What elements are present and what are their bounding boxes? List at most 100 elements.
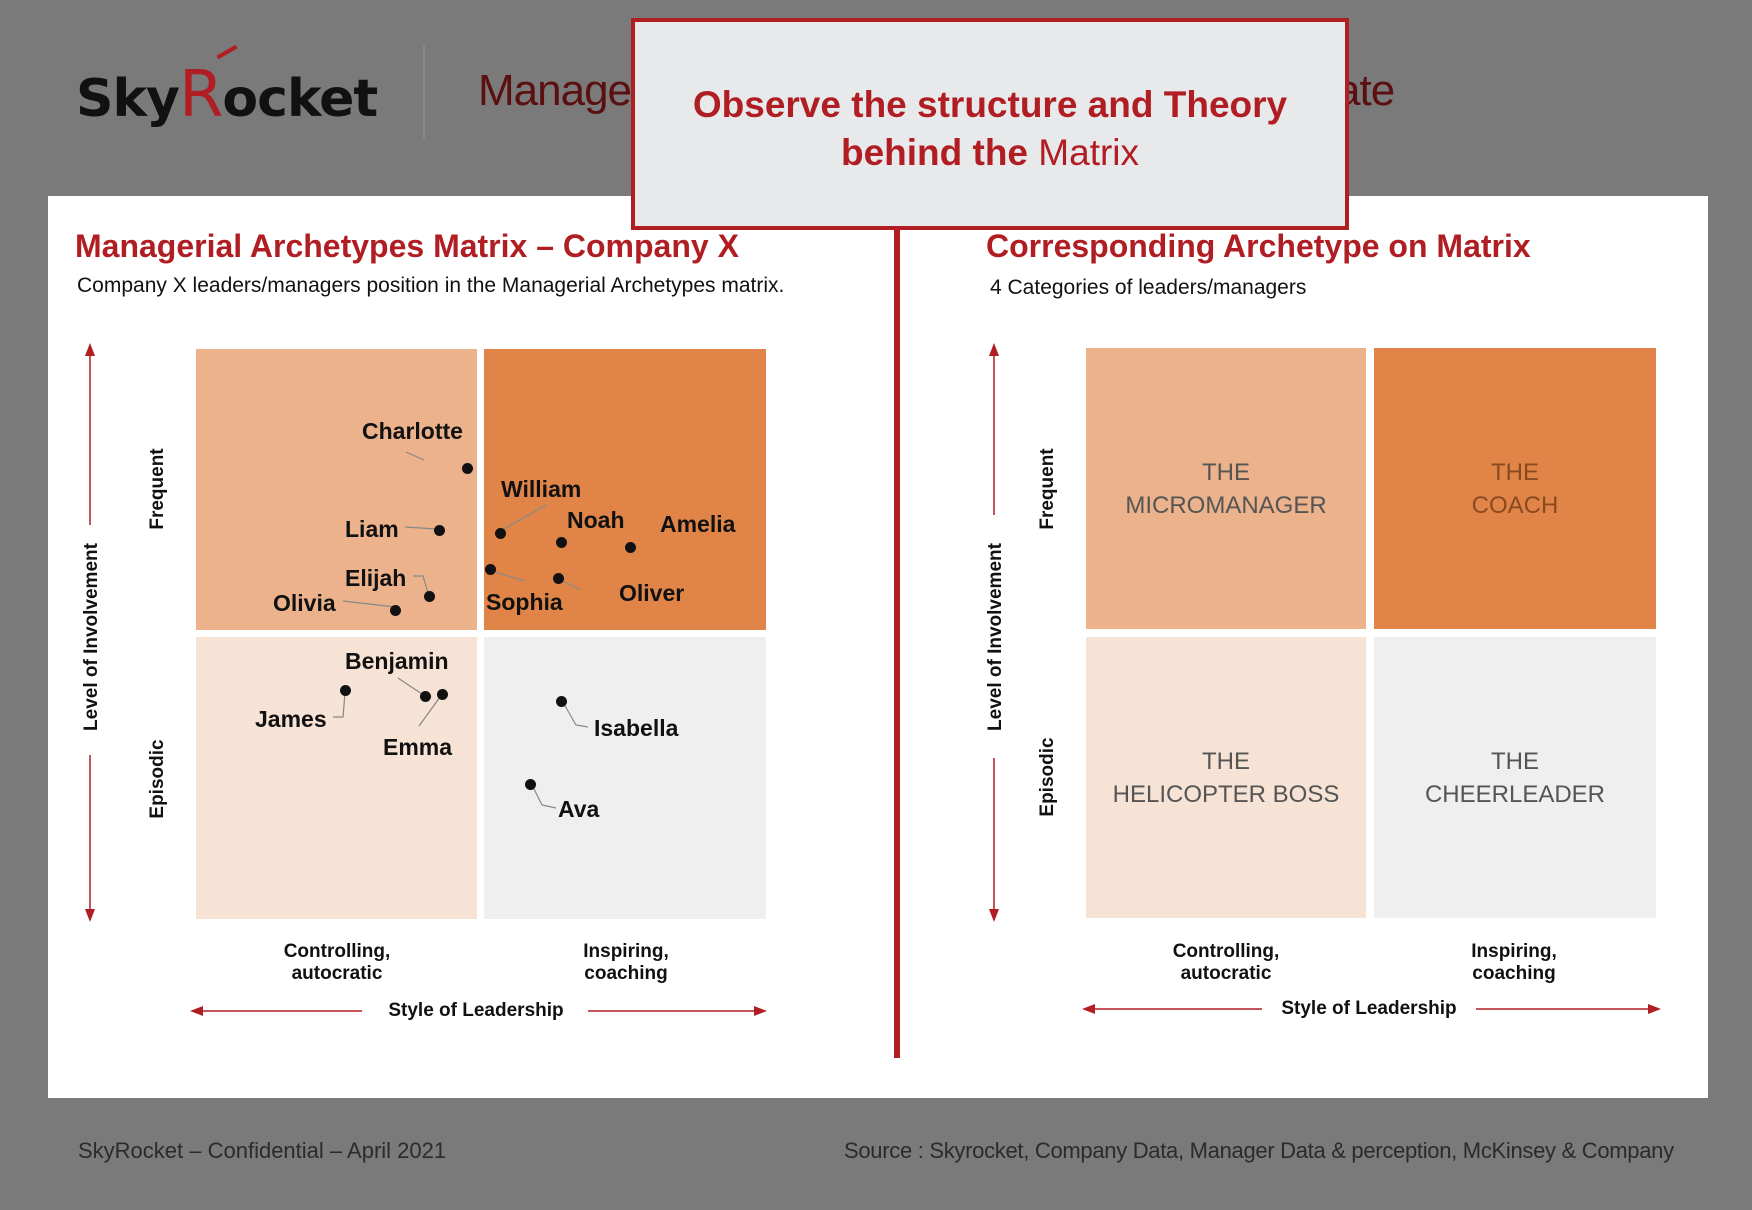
connector-emma: [418, 696, 441, 727]
right-quadrant-top-right: THE COACH: [1374, 348, 1656, 629]
person-label-emma: Emma: [383, 734, 453, 760]
left-x-arrow-right: [754, 1006, 767, 1016]
left-quadrant-top-right: [484, 349, 766, 630]
person-dot-emma: [437, 689, 448, 700]
logo-text: SkyRocket: [76, 58, 378, 132]
person-label-amelia: Amelia: [660, 511, 736, 537]
callout-line2-normal: Matrix: [1038, 132, 1140, 173]
archetype-coach-line2: COACH: [1471, 492, 1559, 519]
callout-line2: behind the Matrix: [635, 132, 1345, 174]
right-quadrant-bottom-left: THE HELICOPTER BOSS: [1086, 637, 1366, 918]
right-y-arrow-up: [989, 343, 999, 356]
person-dot-benjamin: [420, 691, 431, 702]
person-dot-isabella: [556, 696, 567, 707]
person-label-noah: Noah: [567, 507, 625, 533]
header-divider: [423, 46, 425, 138]
right-x-right-label: Inspiring, coaching: [1433, 941, 1595, 985]
connector-oliver: [562, 580, 581, 591]
connector-olivia: [342, 600, 396, 608]
right-y-high-label: Frequent: [1037, 448, 1058, 530]
left-section-title: Managerial Archetypes Matrix – Company X: [75, 228, 739, 264]
person-dot-charlotte: [462, 463, 473, 474]
person-dot-william: [495, 528, 506, 539]
left-x-right-label: Inspiring, coaching: [545, 941, 707, 985]
right-section-subtitle: 4 Categories of leaders/managers: [990, 276, 1307, 299]
connector-william: [501, 504, 547, 531]
left-y-arrow-up: [85, 343, 95, 356]
archetype-micromanager: THE MICROMANAGER: [1086, 456, 1366, 522]
person-label-isabella: Isabella: [594, 715, 679, 741]
connector-liam: [404, 526, 437, 530]
person-dot-james: [340, 685, 351, 696]
right-x-right-line2: coaching: [1472, 963, 1556, 984]
connector-ava: [532, 786, 557, 809]
archetype-cheerleader-line1: THE: [1491, 748, 1539, 775]
left-x-right-line1: Inspiring,: [583, 941, 669, 962]
left-x-left-line1: Controlling,: [283, 941, 391, 962]
connector-benjamin: [397, 677, 423, 695]
logo-letter-r: R: [178, 58, 223, 132]
archetype-micromanager-line2: MICROMANAGER: [1125, 492, 1327, 519]
right-x-arrow-left: [1082, 1004, 1095, 1014]
left-quadrant-bottom-left: [196, 637, 477, 919]
skyrocket-logo: SkyRocket: [76, 44, 381, 140]
right-y-axis-label: Level of Involvement: [985, 543, 1006, 731]
person-dot-olivia: [390, 605, 401, 616]
left-y-arrow-down: [85, 909, 95, 922]
callout-box: Observe the structure and Theory behind …: [631, 18, 1349, 230]
connector-elijah: [413, 575, 429, 594]
person-dot-ava: [525, 779, 536, 790]
right-y-arrow-down: [989, 909, 999, 922]
person-dot-sophia: [485, 564, 496, 575]
connector-sophia: [490, 570, 526, 582]
callout-line1: Observe the structure and Theory: [692, 84, 1288, 125]
right-x-left-label: Controlling, autocratic: [1145, 941, 1307, 985]
slide-title-start: Manage: [478, 66, 632, 115]
person-dot-amelia: [625, 542, 636, 553]
connector-charlotte: [405, 451, 425, 461]
center-divider: [894, 230, 900, 1058]
footer-confidential: SkyRocket – Confidential – April 2021: [78, 1138, 447, 1163]
left-quadrant-bottom-right: [484, 637, 766, 919]
archetype-coach-line1: THE: [1491, 459, 1539, 486]
person-label-oliver: Oliver: [619, 580, 685, 606]
left-quadrant-top-left: [196, 349, 477, 630]
right-quadrant-bottom-right: THE CHEERLEADER: [1374, 637, 1656, 918]
archetype-helicopter-boss-line1: THE: [1202, 748, 1250, 775]
left-x-left-line2: autocratic: [291, 963, 383, 984]
right-x-right-line1: Inspiring,: [1471, 941, 1557, 962]
person-dot-oliver: [553, 573, 564, 584]
right-x-left-line1: Controlling,: [1172, 941, 1280, 962]
footer-source: Source : Skyrocket, Company Data, Manage…: [844, 1138, 1674, 1163]
left-x-arrow-left: [190, 1006, 203, 1016]
left-x-axis-label: Style of Leadership: [388, 1000, 564, 1021]
archetype-coach: THE COACH: [1374, 456, 1656, 522]
left-x-right-line2: coaching: [584, 963, 668, 984]
right-x-axis-label: Style of Leadership: [1281, 998, 1457, 1019]
left-section-subtitle: Company X leaders/managers position in t…: [77, 274, 785, 297]
person-label-sophia: Sophia: [486, 589, 563, 615]
archetype-helicopter-boss-line2: HELICOPTER BOSS: [1112, 781, 1340, 808]
connector-james: [333, 692, 346, 718]
connector-isabella: [563, 703, 589, 728]
right-y-low-label: Episodic: [1037, 737, 1058, 817]
right-x-arrow-right: [1648, 1004, 1661, 1014]
right-section-title: Corresponding Archetype on Matrix: [986, 228, 1531, 264]
callout-line2-bold: behind the: [840, 132, 1029, 173]
person-dot-noah: [556, 537, 567, 548]
person-dot-elijah: [424, 591, 435, 602]
archetype-cheerleader-line2: CHEERLEADER: [1424, 781, 1606, 808]
archetype-cheerleader: THE CHEERLEADER: [1374, 745, 1656, 811]
person-label-william: William: [501, 476, 582, 502]
person-label-ava: Ava: [558, 796, 600, 822]
person-label-liam: Liam: [345, 516, 399, 542]
right-quadrant-top-left: THE MICROMANAGER: [1086, 348, 1366, 629]
archetype-micromanager-line1: THE: [1202, 459, 1250, 486]
left-x-left-label: Controlling, autocratic: [256, 941, 418, 985]
right-x-left-line2: autocratic: [1180, 963, 1272, 984]
person-label-olivia: Olivia: [273, 590, 336, 616]
person-label-james: James: [255, 706, 327, 732]
archetype-helicopter-boss: THE HELICOPTER BOSS: [1086, 745, 1366, 811]
